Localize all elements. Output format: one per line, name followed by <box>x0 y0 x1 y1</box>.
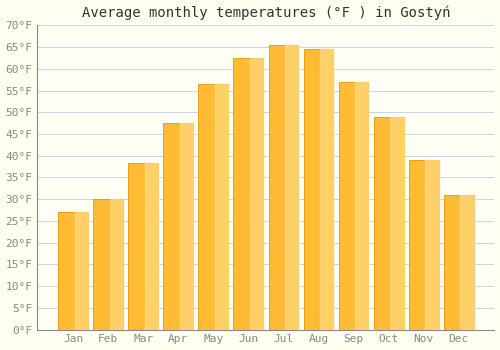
Bar <box>164 123 193 330</box>
Bar <box>180 123 193 330</box>
Bar <box>444 195 474 330</box>
Bar <box>268 45 298 330</box>
Bar <box>110 199 123 330</box>
Bar <box>320 49 334 330</box>
Bar <box>304 49 334 330</box>
Bar <box>234 58 264 330</box>
Bar <box>374 117 404 330</box>
Bar <box>198 84 228 330</box>
Bar <box>338 82 368 330</box>
Bar <box>94 199 123 330</box>
Bar <box>74 212 88 330</box>
Bar <box>128 163 158 330</box>
Bar <box>355 82 368 330</box>
Bar <box>285 45 298 330</box>
Bar <box>409 160 438 330</box>
Bar <box>425 160 438 330</box>
Title: Average monthly temperatures (°F ) in Gostyń: Average monthly temperatures (°F ) in Go… <box>82 6 450 20</box>
Bar <box>460 195 473 330</box>
Bar <box>250 58 264 330</box>
Bar <box>215 84 228 330</box>
Bar <box>58 212 88 330</box>
Bar <box>390 117 404 330</box>
Bar <box>144 163 158 330</box>
